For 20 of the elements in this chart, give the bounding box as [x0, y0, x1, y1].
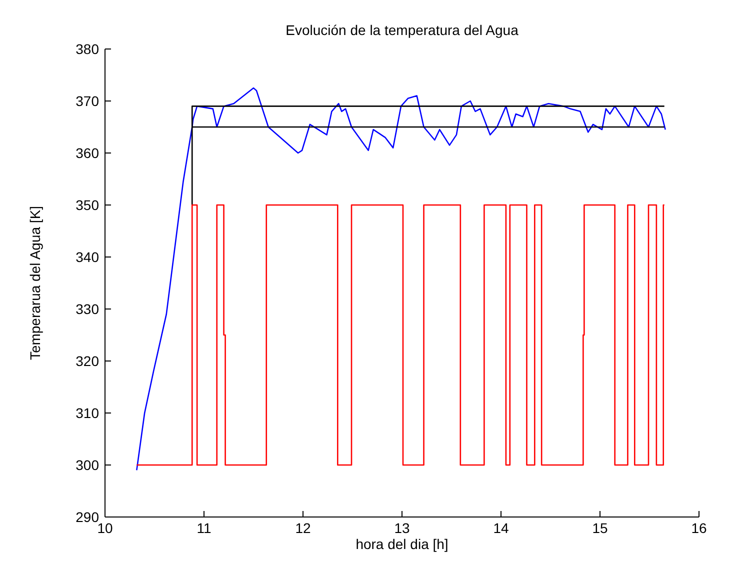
- x-tick-label: 10: [97, 520, 113, 536]
- x-tick-label: 11: [196, 520, 212, 536]
- y-axis-title: Temperarua del Agua [K]: [26, 206, 43, 360]
- y-tick-label: 300: [76, 456, 100, 473]
- x-tick-label: 15: [592, 520, 608, 536]
- y-tick-label: 320: [76, 352, 100, 369]
- y-tick-label: 340: [76, 248, 100, 265]
- x-tick-label: 12: [295, 520, 311, 536]
- chart-title: Evolución de la temperatura del Agua: [284, 22, 520, 38]
- x-tick-label: 14: [493, 520, 509, 536]
- y-tick-label: 290: [76, 508, 100, 525]
- x-tick-label: 13: [394, 520, 410, 536]
- y-tick-label: 350: [76, 196, 100, 213]
- y-tick-label: 330: [76, 300, 100, 317]
- y-tick-label: 370: [76, 92, 100, 109]
- y-tick-label: 360: [76, 144, 100, 161]
- y-tick-label: 380: [76, 40, 100, 57]
- y-tick-label: 310: [76, 404, 100, 421]
- x-axis-title: hora del dia [h]: [354, 536, 450, 552]
- x-tick-label: 16: [691, 520, 707, 536]
